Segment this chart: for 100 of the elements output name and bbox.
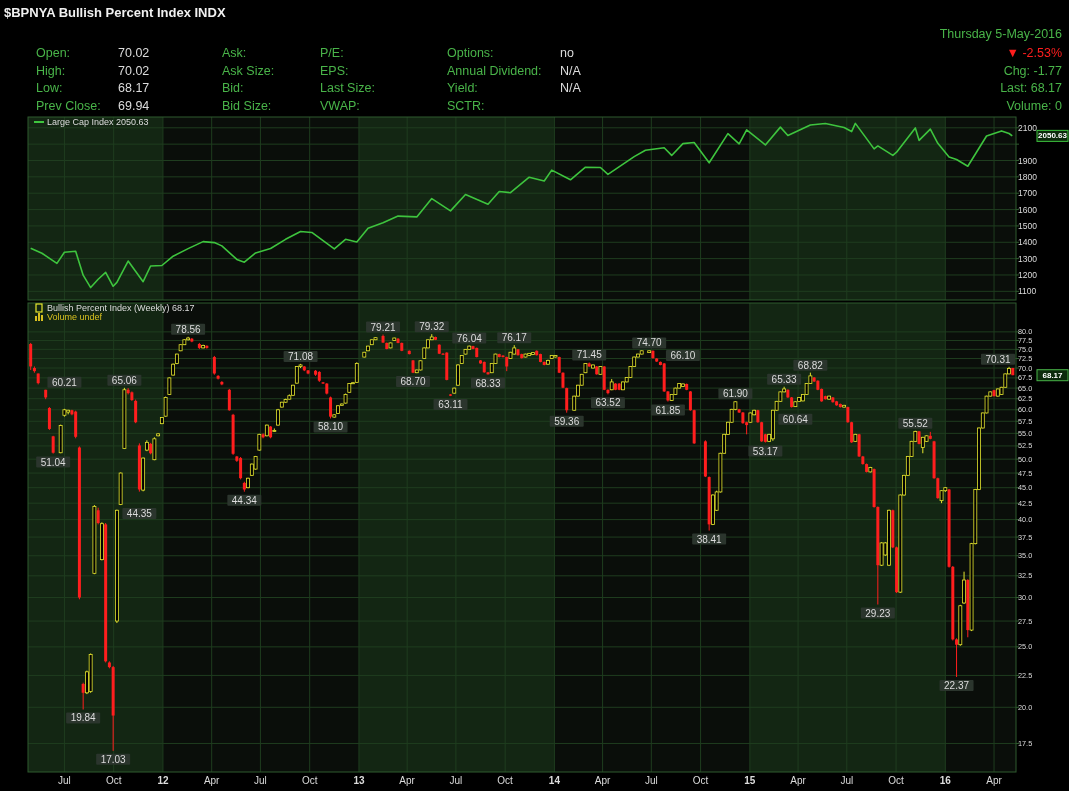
y-tick-label: 1500 <box>1018 220 1038 231</box>
y-tick-label: 1600 <box>1018 204 1038 215</box>
text: High: <box>36 63 66 78</box>
text: Low: <box>36 81 63 96</box>
candlestick <box>688 390 692 412</box>
text: Chg: -1.77 <box>1003 63 1063 78</box>
text: no <box>560 46 574 60</box>
annotation: 59.36 <box>554 415 580 427</box>
text: Thursday 5-May-2016 <box>939 27 1063 41</box>
x-tick-label: Jul <box>840 775 854 786</box>
annotation: 29.23 <box>865 607 891 619</box>
text: Open: <box>36 46 71 60</box>
x-tick-label: 12 <box>157 775 169 786</box>
x-tick-label: Apr <box>399 775 416 786</box>
x-tick-label: Oct <box>301 775 318 786</box>
annotation: 51.04 <box>40 456 67 468</box>
text: Annual Dividend: <box>447 63 542 78</box>
annotation: 68.82 <box>797 359 824 371</box>
candlestick <box>239 456 243 480</box>
annotation: 44.35 <box>126 508 153 520</box>
text: $BPNYA Bullish Percent Index INDX <box>4 5 226 20</box>
text: Volume: 0 <box>1006 99 1063 114</box>
x-tick-label: Oct <box>105 775 122 786</box>
text: Ask: <box>222 46 247 60</box>
x-tick-label: Jul <box>254 775 267 786</box>
text: Yield: <box>447 81 478 96</box>
text: 69.94 <box>118 99 150 114</box>
annotation: 79.32 <box>419 321 445 333</box>
annotation: 70.31 <box>985 353 1011 365</box>
y-tick-label: 1200 <box>1018 269 1038 280</box>
annotation: 61.90 <box>722 388 749 400</box>
annotation: 53.17 <box>752 445 779 457</box>
annotation: 61.85 <box>655 404 681 416</box>
text: 68.17 <box>1042 370 1064 380</box>
candlestick <box>47 406 51 431</box>
x-tick-label: Oct <box>888 775 905 786</box>
annotation: 66.10 <box>670 350 696 362</box>
annotation: 79.21 <box>370 321 396 333</box>
x-tick-label: Apr <box>594 775 612 786</box>
candlestick <box>227 388 231 412</box>
x-tick-label: 13 <box>353 775 365 786</box>
annotation: 44.34 <box>231 494 258 506</box>
candlestick <box>962 571 966 605</box>
text: 70.02 <box>118 63 150 78</box>
text: Bid: <box>222 81 244 96</box>
text: Bid Size: <box>222 99 272 114</box>
legend-label: Bullish Percent Index (Weekly) 68.17 <box>47 303 195 313</box>
text: 68.17 <box>118 81 150 96</box>
candlestick <box>565 387 569 414</box>
annotation: 60.21 <box>51 376 78 388</box>
candlestick <box>81 682 85 710</box>
annotation: 38.41 <box>696 533 723 545</box>
annotation: 78.56 <box>175 323 202 335</box>
candlestick <box>602 365 606 391</box>
annotation: 76.17 <box>501 332 528 344</box>
candlestick <box>955 637 959 678</box>
text: SCTR: <box>447 99 485 114</box>
x-tick-label: 14 <box>548 775 561 786</box>
y-tick-label: 1900 <box>1018 155 1038 166</box>
annotation: 68.70 <box>400 376 426 388</box>
annotation: 17.03 <box>100 753 127 765</box>
y-tick-label: 1300 <box>1018 253 1038 264</box>
annotation: 74.70 <box>636 337 663 349</box>
text: N/A <box>560 81 582 96</box>
x-tick-label: 15 <box>744 775 756 786</box>
annotation: 60.64 <box>782 413 809 425</box>
y-tick-label: 1100 <box>1018 286 1037 297</box>
text: Prev Close: <box>36 99 101 114</box>
text: Last: 68.17 <box>1000 81 1063 96</box>
annotation: 58.10 <box>318 421 344 433</box>
annotation: 65.06 <box>111 374 138 386</box>
annotation: 22.37 <box>944 679 970 691</box>
y-tick-label: 1400 <box>1018 237 1038 248</box>
annotation: 65.33 <box>771 373 798 385</box>
x-tick-label: Apr <box>986 775 1003 786</box>
legend-label: Large Cap Index 2050.63 <box>47 117 149 127</box>
text: N/A <box>560 63 582 78</box>
candlestick <box>212 355 216 376</box>
annotation: 68.33 <box>475 377 501 389</box>
x-tick-label: Jul <box>58 775 71 786</box>
annotation: 19.84 <box>70 712 97 724</box>
candlestick <box>134 399 138 424</box>
y-tick-label: 1800 <box>1018 171 1038 182</box>
x-tick-label: Jul <box>644 775 658 786</box>
x-tick-label: Oct <box>497 775 514 786</box>
annotation: Volume undef <box>47 312 103 322</box>
candlestick <box>205 344 209 350</box>
annotation: 55.52 <box>902 417 929 429</box>
text: P/E: <box>320 46 344 60</box>
x-tick-label: Jul <box>449 775 463 786</box>
x-tick-label: Oct <box>692 775 709 786</box>
candlestick <box>456 363 460 387</box>
annotation: 71.45 <box>576 349 603 361</box>
text: 2050.63 <box>1038 131 1068 141</box>
text: Options: <box>447 46 494 60</box>
annotation: 76.04 <box>456 332 483 344</box>
y-tick-label: 2100 <box>1018 122 1038 133</box>
candlestick <box>29 342 33 371</box>
text: VWAP: <box>320 99 360 114</box>
text: Last Size: <box>320 81 375 96</box>
